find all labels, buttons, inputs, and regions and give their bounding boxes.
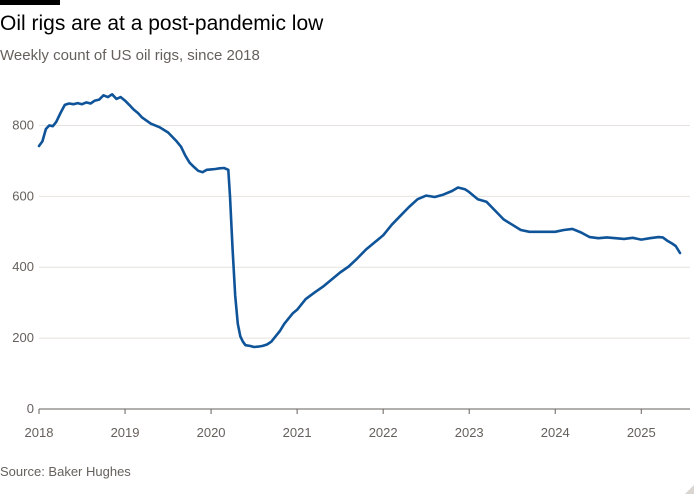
grid-lines <box>39 124 690 410</box>
series-layer <box>37 93 682 349</box>
x-tick-label: 2022 <box>369 425 398 440</box>
y-tick-label: 0 <box>27 401 34 416</box>
x-tick-label: 2019 <box>111 425 140 440</box>
y-tick-label: 800 <box>12 117 34 132</box>
x-tick-label: 2018 <box>25 425 54 440</box>
x-tick-label: 2025 <box>627 425 656 440</box>
y-tick-label: 200 <box>12 330 34 345</box>
x-tick-label: 2023 <box>455 425 484 440</box>
chart-subtitle: Weekly count of US oil rigs, since 2018 <box>0 47 260 64</box>
brand-bar <box>0 0 60 5</box>
x-tick-label: 2024 <box>541 425 570 440</box>
y-tick-label: 400 <box>12 259 34 274</box>
series-line-oil-rigs <box>37 93 682 349</box>
source-note: Source: Baker Hughes <box>0 464 131 479</box>
x-axis: 2018 2019 2020 2021 2022 2023 2024 2025 <box>25 409 656 440</box>
chart-title: Oil rigs are at a post-pandemic low <box>0 12 324 35</box>
x-tick-label: 2021 <box>283 425 312 440</box>
corner-mark <box>685 485 694 494</box>
y-tick-label: 600 <box>12 188 34 203</box>
y-axis: 0 200 400 600 800 <box>12 117 34 416</box>
x-tick-label: 2020 <box>197 425 226 440</box>
